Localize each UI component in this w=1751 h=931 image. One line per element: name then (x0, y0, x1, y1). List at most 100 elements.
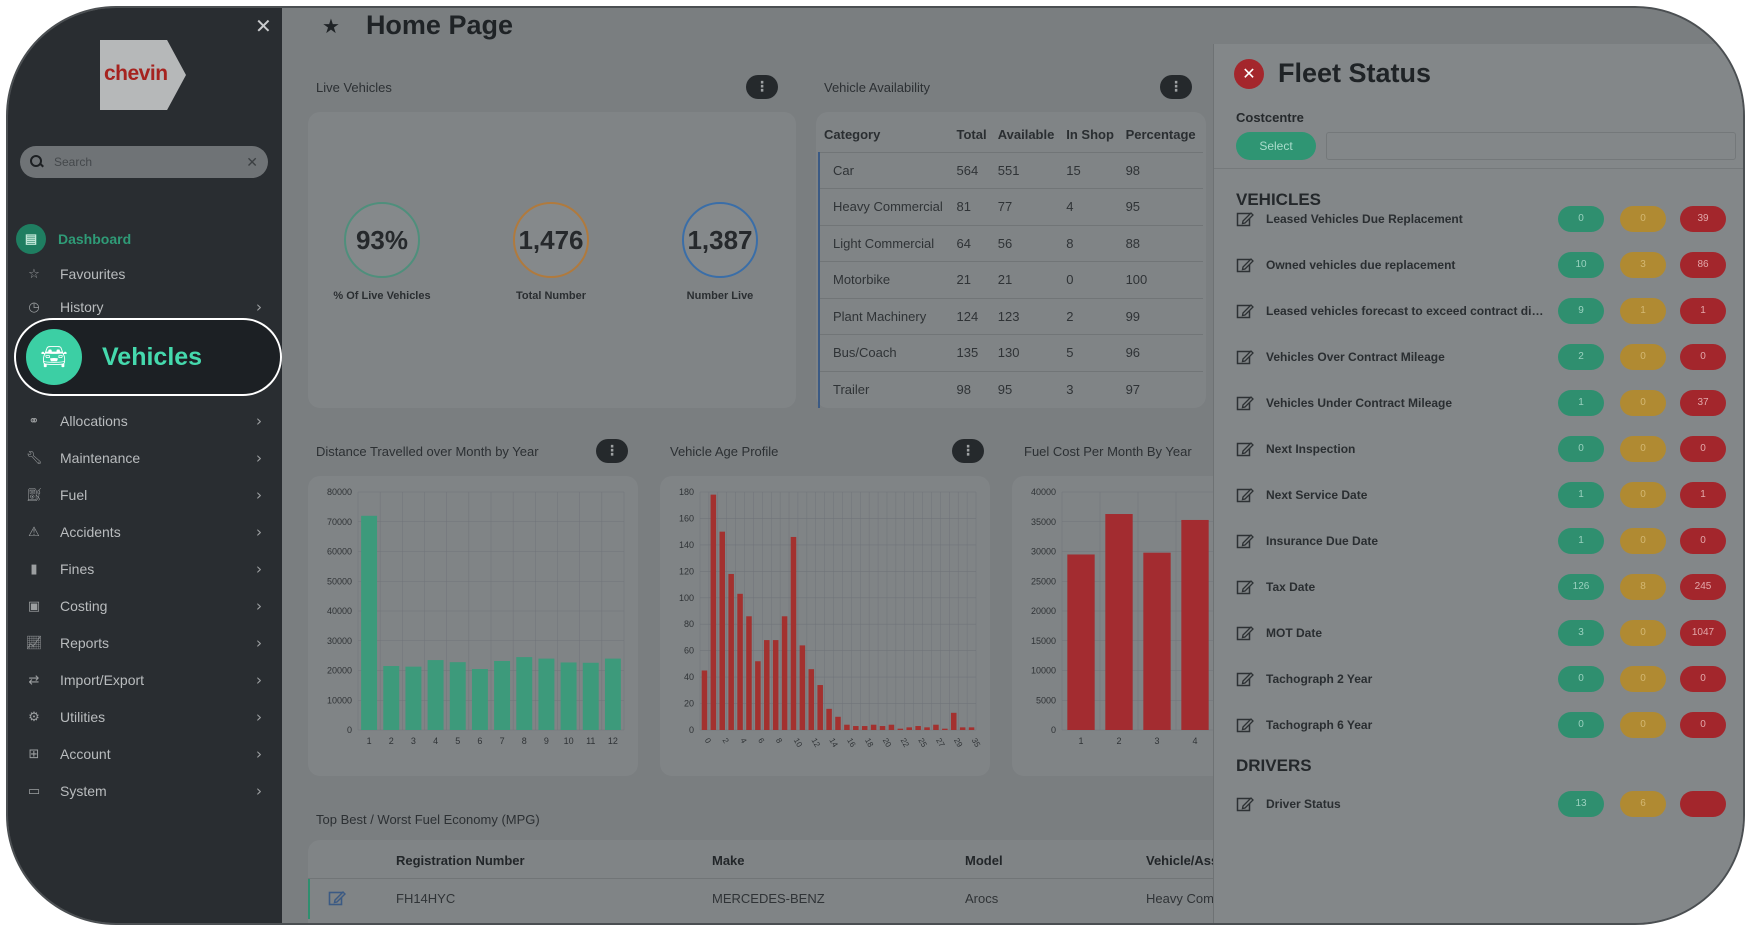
red-count-badge[interactable]: 0 (1680, 666, 1726, 692)
green-count-badge[interactable]: 1 (1558, 482, 1604, 508)
green-count-badge[interactable]: 9 (1558, 298, 1604, 324)
close-icon[interactable]: ✕ (1234, 58, 1264, 89)
search-input[interactable] (54, 155, 247, 169)
bar[interactable] (449, 662, 466, 730)
bar[interactable] (1143, 552, 1171, 730)
bar[interactable] (746, 616, 752, 730)
amber-count-badge[interactable]: 1 (1620, 298, 1666, 324)
bar[interactable] (870, 724, 877, 730)
bar[interactable] (924, 727, 930, 730)
amber-count-badge[interactable]: 8 (1620, 574, 1666, 600)
bar[interactable] (728, 573, 734, 730)
sidebar-item-maintenance[interactable]: 🔧︎ Maintenance › (22, 443, 272, 473)
bar[interactable] (737, 593, 743, 730)
table-row[interactable]: Car 564 551 15 98 (818, 151, 1203, 189)
bar[interactable] (888, 724, 895, 730)
table-row[interactable]: Light Commercial 64 56 8 88 (818, 224, 1203, 262)
bar[interactable] (933, 724, 939, 730)
red-count-badge[interactable] (1680, 791, 1726, 817)
fleet-status-row[interactable]: Owned vehicles due replacement 10 3 86 (1236, 252, 1743, 278)
amber-count-badge[interactable]: 0 (1620, 344, 1666, 370)
sidebar-item-allocations[interactable]: ⚭ Allocations › (22, 406, 272, 436)
green-count-badge[interactable]: 1 (1558, 390, 1604, 416)
amber-count-badge[interactable]: 0 (1620, 712, 1666, 738)
column-header[interactable]: Model (965, 853, 1003, 868)
column-header[interactable]: Total (956, 127, 987, 143)
bar[interactable] (799, 645, 806, 730)
table-row[interactable]: Motorbike 21 21 0 100 (818, 261, 1203, 298)
availability-menu-icon[interactable]: ⋮ (1160, 75, 1192, 99)
edit-icon[interactable] (1236, 302, 1254, 320)
bar[interactable] (764, 640, 770, 730)
sidebar-item-vehicles[interactable]: 🚘︎ Vehicles (14, 318, 282, 396)
edit-icon[interactable] (1236, 440, 1254, 458)
bar[interactable] (701, 670, 708, 731)
red-count-badge[interactable]: 1 (1680, 298, 1726, 324)
red-count-badge[interactable]: 1047 (1680, 620, 1726, 646)
bar[interactable] (1067, 554, 1095, 730)
fleet-status-row[interactable]: Next Inspection 0 0 0 (1236, 436, 1743, 462)
green-count-badge[interactable]: 0 (1558, 666, 1604, 692)
bar[interactable] (790, 536, 797, 730)
red-count-badge[interactable]: 0 (1680, 528, 1726, 554)
amber-count-badge[interactable]: 3 (1620, 252, 1666, 278)
amber-count-badge[interactable]: 0 (1620, 528, 1666, 554)
bar[interactable] (383, 666, 400, 730)
sidebar-item-utilities[interactable]: ⚙ Utilities › (22, 702, 272, 732)
sidebar-item-accidents[interactable]: ⚠ Accidents › (22, 517, 272, 547)
green-count-badge[interactable]: 13 (1558, 791, 1604, 817)
sidebar-item-fuel[interactable]: ⛽︎ Fuel › (22, 480, 272, 510)
green-count-badge[interactable]: 126 (1558, 574, 1604, 600)
bar[interactable] (361, 515, 378, 730)
bar[interactable] (494, 660, 511, 730)
sidebar-item-reports[interactable]: 📈︎ Reports › (22, 628, 272, 658)
column-header[interactable]: In Shop (1066, 127, 1114, 143)
edit-icon[interactable] (1236, 256, 1254, 274)
red-count-badge[interactable]: 39 (1680, 206, 1726, 232)
bar[interactable] (604, 658, 621, 730)
sidebar-close-icon[interactable]: ✕ (255, 14, 272, 38)
edit-icon[interactable] (1236, 578, 1254, 596)
sidebar-item-account[interactable]: ⊞ Account › (22, 739, 272, 769)
table-row[interactable]: Bus/Coach 135 130 5 96 (818, 334, 1203, 371)
red-count-badge[interactable]: 37 (1680, 390, 1726, 416)
live-vehicles-menu-icon[interactable]: ⋮ (746, 75, 778, 99)
sidebar-item-fines[interactable]: ▮ Fines › (22, 554, 272, 584)
costcentre-select-button[interactable]: Select (1236, 132, 1316, 160)
red-count-badge[interactable]: 86 (1680, 252, 1726, 278)
green-count-badge[interactable]: 2 (1558, 344, 1604, 370)
bar[interactable] (959, 727, 966, 730)
edit-icon[interactable] (1236, 394, 1254, 412)
bar[interactable] (560, 662, 577, 730)
edit-icon[interactable] (1236, 670, 1254, 688)
bar[interactable] (471, 669, 488, 730)
edit-icon[interactable] (1236, 210, 1254, 228)
column-header[interactable]: Vehicle/Ass (1146, 853, 1219, 868)
star-icon[interactable]: ★ (322, 13, 340, 38)
bar[interactable] (968, 727, 975, 730)
fleet-status-row[interactable]: Leased Vehicles Due Replacement 0 0 39 (1236, 206, 1743, 232)
edit-icon[interactable] (1236, 795, 1254, 813)
fleet-status-row[interactable]: Vehicles Over Contract Mileage 2 0 0 (1236, 344, 1743, 370)
bar[interactable] (710, 494, 717, 730)
fleet-status-row[interactable]: Tachograph 2 Year 0 0 0 (1236, 666, 1743, 692)
red-count-badge[interactable]: 245 (1680, 574, 1726, 600)
sidebar-item-favourites[interactable]: ☆ Favourites (22, 259, 272, 289)
bar[interactable] (835, 716, 841, 730)
edit-icon[interactable] (1236, 716, 1254, 734)
clear-search-icon[interactable]: ✕ (246, 153, 258, 170)
bar[interactable] (719, 531, 726, 730)
bar[interactable] (950, 712, 957, 730)
fleet-status-row[interactable]: Vehicles Under Contract Mileage 1 0 37 (1236, 390, 1743, 416)
column-header[interactable]: Percentage (1125, 127, 1196, 143)
table-row[interactable]: Plant Machinery 124 123 2 99 (818, 297, 1203, 335)
fleet-status-row[interactable]: Tax Date 126 8 245 (1236, 574, 1743, 600)
bar[interactable] (1105, 514, 1133, 730)
distance-chart-menu-icon[interactable]: ⋮ (596, 439, 628, 463)
bar[interactable] (844, 724, 850, 730)
bar[interactable] (942, 728, 948, 730)
green-count-badge[interactable]: 0 (1558, 712, 1604, 738)
bar[interactable] (781, 616, 788, 730)
sidebar-item-system[interactable]: ▭ System › (22, 776, 272, 806)
table-row[interactable]: Heavy Commercial 81 77 4 95 (818, 188, 1203, 225)
